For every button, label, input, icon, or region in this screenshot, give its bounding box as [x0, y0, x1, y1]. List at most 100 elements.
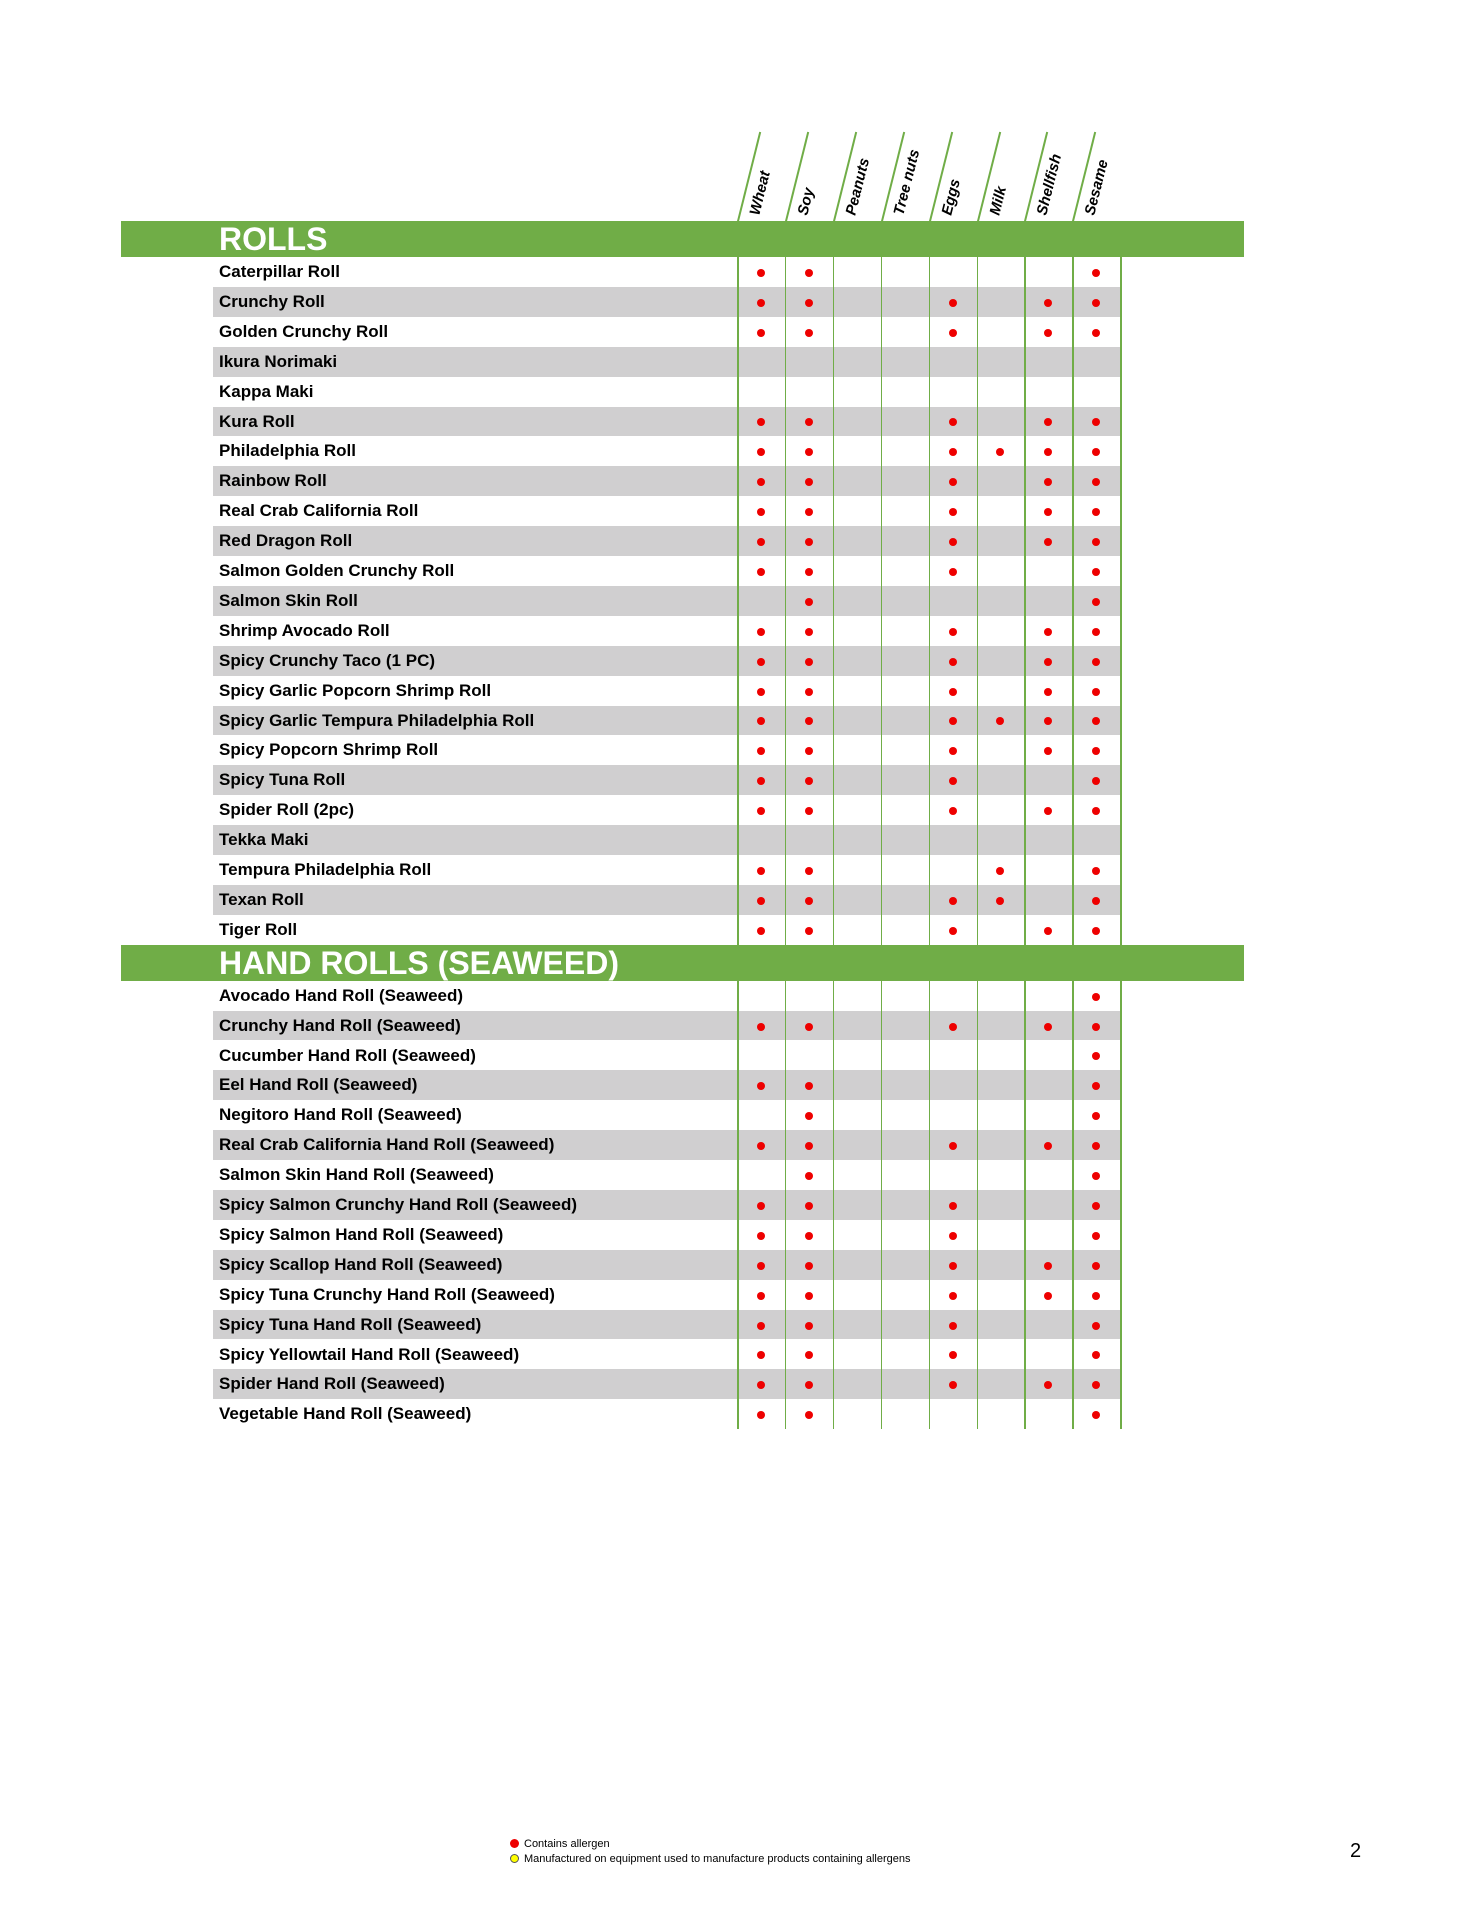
contains-allergen-dot [1044, 1291, 1053, 1300]
contains-allergen-dot [1044, 448, 1053, 457]
item-name: Spicy Salmon Crunchy Hand Roll (Seaweed) [219, 1195, 578, 1214]
contains-allergen-dot [1044, 807, 1053, 816]
contains-allergen-dot [756, 1351, 765, 1360]
table-row: Spicy Tuna Hand Roll (Seaweed) [213, 1309, 1121, 1340]
contains-allergen-dot [948, 448, 957, 457]
contains-allergen-dot [1092, 1381, 1101, 1390]
column-divider [1024, 257, 1026, 945]
table-row: Kura Roll [213, 406, 1121, 437]
contains-allergen-dot [756, 1321, 765, 1330]
contains-allergen-dot [996, 896, 1005, 905]
contains-allergen-dot [1092, 687, 1101, 696]
item-name: Spicy Tuna Roll [219, 770, 346, 790]
contains-allergen-dot [1092, 328, 1101, 337]
contains-allergen-dot [1092, 1351, 1101, 1360]
contains-allergen-dot [1092, 992, 1101, 1001]
contains-allergen-dot [1092, 448, 1101, 457]
table-row: Spicy Salmon Crunchy Hand Roll (Seaweed) [213, 1190, 1121, 1220]
table-row: Spicy Crunchy Taco (1 PC) [213, 645, 1121, 676]
legend: Contains allergen Manufactured on equipm… [510, 1836, 910, 1866]
header-eggs: Eggs [938, 177, 964, 217]
contains-allergen-dot [804, 866, 813, 875]
contains-allergen-dot [1092, 1291, 1101, 1300]
table-row: Golden Crunchy Roll [213, 317, 1121, 347]
contains-allergen-dot [804, 478, 813, 487]
table-row: Tekka Maki [213, 825, 1121, 855]
table-row: Salmon Golden Crunchy Roll [213, 556, 1121, 586]
contains-allergen-dot [1092, 478, 1101, 487]
contains-allergen-dot [756, 717, 765, 726]
table-row: Caterpillar Roll [213, 257, 1121, 287]
item-name: Spicy Salmon Hand Roll (Seaweed) [219, 1224, 504, 1244]
table-row: Spicy Tuna Crunchy Hand Roll (Seaweed) [213, 1280, 1121, 1310]
contains-allergen-dot [804, 508, 813, 517]
contains-allergen-dot [756, 1291, 765, 1300]
table-row: Avocado Hand Roll (Seaweed) [213, 981, 1121, 1011]
legend-contains-label: Contains allergen [524, 1837, 610, 1850]
contains-allergen-dot [756, 1022, 765, 1031]
contains-allergen-dot [948, 687, 957, 696]
contains-allergen-dot [1092, 268, 1101, 277]
contains-allergen-dot [756, 508, 765, 517]
contains-allergen-dot [804, 1142, 813, 1151]
item-name: Kappa Maki [219, 381, 314, 401]
contains-allergen-dot [1044, 298, 1053, 307]
contains-allergen-dot [756, 1411, 765, 1420]
contains-allergen-dot [756, 747, 765, 756]
contains-allergen-dot [804, 777, 813, 786]
contains-allergen-dot [1092, 657, 1101, 666]
item-name: Spicy Garlic Popcorn Shrimp Roll [219, 680, 492, 700]
header-soy: Soy [794, 186, 818, 217]
item-name: Ikura Norimaki [219, 351, 338, 371]
contains-allergen-dot [756, 328, 765, 337]
contains-allergen-dot [804, 717, 813, 726]
contains-allergen-dot [948, 1291, 957, 1300]
contains-allergen-dot [756, 627, 765, 636]
contains-allergen-dot [804, 268, 813, 277]
item-name: Vegetable Hand Roll (Seaweed) [219, 1404, 472, 1424]
contains-allergen-dot [948, 657, 957, 666]
contains-allergen-dot [1092, 597, 1101, 606]
contains-allergen-dot [1044, 1142, 1053, 1151]
column-divider [1120, 257, 1122, 945]
contains-allergen-dot [1092, 866, 1101, 875]
page-number: 2 [1350, 1840, 1362, 1862]
contains-allergen-dot [1092, 1112, 1101, 1121]
item-name: Spicy Tuna Crunchy Hand Roll (Seaweed) [219, 1284, 555, 1304]
header-tree-nuts: Tree nuts [890, 147, 923, 217]
item-name: Texan Roll [219, 889, 304, 909]
contains-allergen-dot [948, 926, 957, 935]
contains-allergen-dot [804, 538, 813, 547]
contains-allergen-dot [756, 298, 765, 307]
contains-allergen-dot [1092, 1082, 1101, 1091]
table-row: Spicy Popcorn Shrimp Roll [213, 735, 1121, 765]
item-name: Spicy Popcorn Shrimp Roll [219, 740, 439, 760]
contains-allergen-dot [756, 538, 765, 547]
item-name: Shrimp Avocado Roll [219, 620, 390, 640]
contains-allergen-dot [804, 328, 813, 337]
contains-allergen-dot [996, 448, 1005, 457]
contains-allergen-dot [948, 508, 957, 517]
item-name: Negitoro Hand Roll (Seaweed) [219, 1105, 462, 1125]
contains-allergen-dot [804, 448, 813, 457]
table-row: Salmon Skin Roll [213, 585, 1121, 616]
contains-allergen-dot [1044, 627, 1053, 636]
legend-contains: Contains allergen [510, 1836, 910, 1851]
contains-allergen-dot [1044, 1381, 1053, 1390]
contains-allergen-dot [1092, 1022, 1101, 1031]
item-name: Golden Crunchy Roll [219, 321, 389, 341]
contains-allergen-dot [804, 1291, 813, 1300]
item-name: Spider Hand Roll (Seaweed) [219, 1374, 445, 1394]
contains-allergen-dot [804, 747, 813, 756]
contains-allergen-dot [1092, 1261, 1101, 1270]
contains-allergen-dot [1092, 508, 1101, 517]
item-name: Spicy Tuna Hand Roll (Seaweed) [219, 1314, 482, 1334]
contains-allergen-dot [948, 1231, 957, 1240]
contains-allergen-dot [1092, 1201, 1101, 1210]
contains-allergen-dot [948, 896, 957, 905]
table-row: Negitoro Hand Roll (Seaweed) [213, 1100, 1121, 1130]
contains-allergen-dot [804, 1112, 813, 1121]
item-name: Real Crab California Hand Roll (Seaweed) [219, 1135, 555, 1155]
contains-allergen-dot [1092, 807, 1101, 816]
table-row: Cucumber Hand Roll (Seaweed) [213, 1041, 1121, 1071]
